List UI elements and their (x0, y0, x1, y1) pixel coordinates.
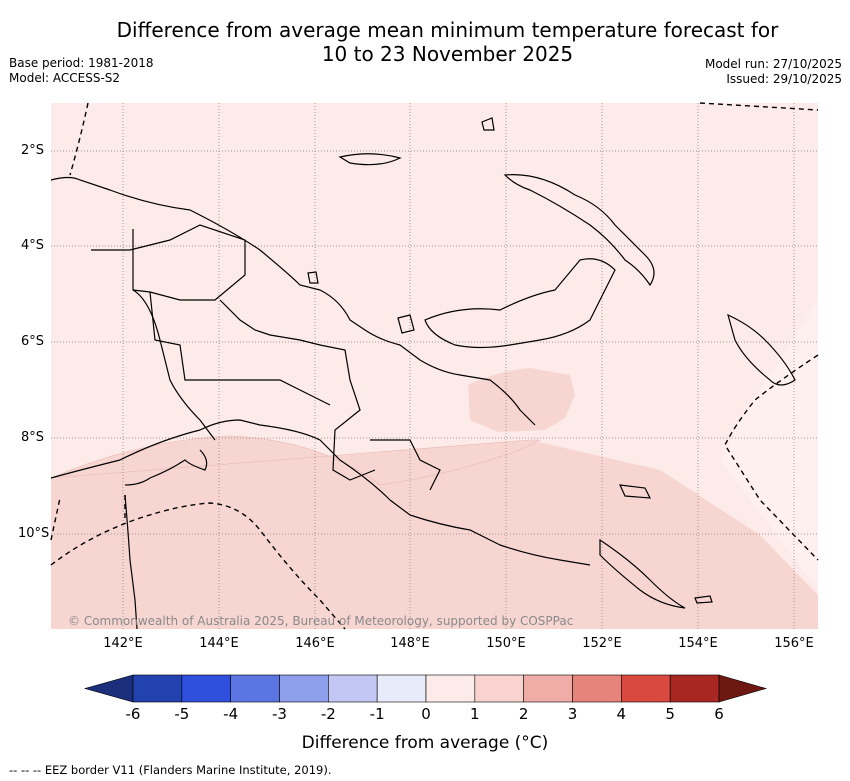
colorbar-segment (425, 674, 476, 703)
lat-label-10s: 10°S (18, 526, 50, 541)
colorbar-arrow-high (718, 674, 768, 703)
colorbar-tick-label: -3 (272, 705, 287, 723)
colorbar-segment (328, 674, 378, 703)
colorbar-tick-label: -1 (369, 705, 385, 723)
copyright-credit: © Commonwealth of Australia 2025, Bureau… (68, 614, 574, 628)
gridlines (51, 103, 818, 629)
model-run: Model run: 27/10/2025 (704, 57, 842, 71)
colorbar-segment (669, 674, 720, 703)
lon-label-150e: 150°E (486, 636, 526, 651)
lat-label-4s: 4°S (20, 238, 44, 253)
colorbar-segment (474, 674, 524, 703)
colorbar-tick-label: -4 (223, 705, 239, 723)
anomaly-band-edge (50, 435, 541, 486)
anomaly-band-0-1 (700, 103, 818, 590)
lon-label-154e: 154°E (678, 636, 718, 651)
colorbar (83, 674, 768, 703)
model-name: Model: ACCESS-S2 (9, 71, 121, 85)
lon-label-152e: 152°E (582, 636, 622, 651)
colorbar-arrow-low (83, 674, 134, 703)
issued-date: Issued: 29/10/2025 (726, 72, 842, 86)
meta-left: Base period: 1981-2018 Model: ACCESS-S2 (9, 56, 154, 86)
colorbar-tick-label: 3 (567, 705, 578, 723)
title-line-2: 10 to 23 November 2025 (321, 42, 574, 66)
colorbar-tick-label: 5 (665, 705, 675, 723)
lat-label-2s: 2°S (20, 143, 44, 158)
colorbar-segment (523, 674, 573, 703)
colorbar-tick-label: -2 (320, 705, 336, 723)
colorbar-segment (572, 674, 622, 703)
colorbar-tick-label: 2 (518, 705, 529, 723)
map-title: Difference from average mean minimum tem… (60, 18, 835, 66)
colorbar-tick-label: 0 (421, 705, 431, 723)
colorbar-tick-label: 6 (714, 705, 724, 723)
title-line-1: Difference from average mean minimum tem… (116, 18, 779, 42)
colorbar-tick-label: -5 (174, 705, 190, 723)
meta-right: Model run: 27/10/2025 Issued: 29/10/2025 (705, 57, 842, 87)
base-period: Base period: 1981-2018 (9, 56, 154, 70)
lat-label-6s: 6°S (20, 334, 44, 349)
colorbar-segment (621, 674, 671, 703)
lon-label-148e: 148°E (390, 636, 430, 651)
lon-label-146e: 146°E (295, 636, 335, 651)
lon-label-144e: 144°E (199, 636, 239, 651)
colorbar-label: Difference from average (°C) (301, 733, 549, 753)
lon-label-156e: 156°E (774, 636, 814, 651)
colorbar-segment (230, 674, 280, 703)
colorbar-tick-label: 4 (616, 705, 627, 723)
colorbar-segment (376, 674, 427, 703)
anomaly-band-1-2 (51, 440, 818, 629)
colorbar-tick-label: -6 (125, 705, 141, 723)
colorbar-segment (181, 674, 231, 703)
eez-legend-note: -- -- -- EEZ border V11 (Flanders Marine… (9, 763, 332, 777)
lat-label-8s: 8°S (20, 430, 44, 445)
colorbar-tick-label: 1 (470, 705, 480, 723)
eez-borders (50, 102, 819, 630)
coastlines (50, 117, 796, 630)
lon-label-142e: 142°E (103, 636, 143, 651)
colorbar-segment (279, 674, 329, 703)
colorbar-segment (132, 674, 183, 703)
